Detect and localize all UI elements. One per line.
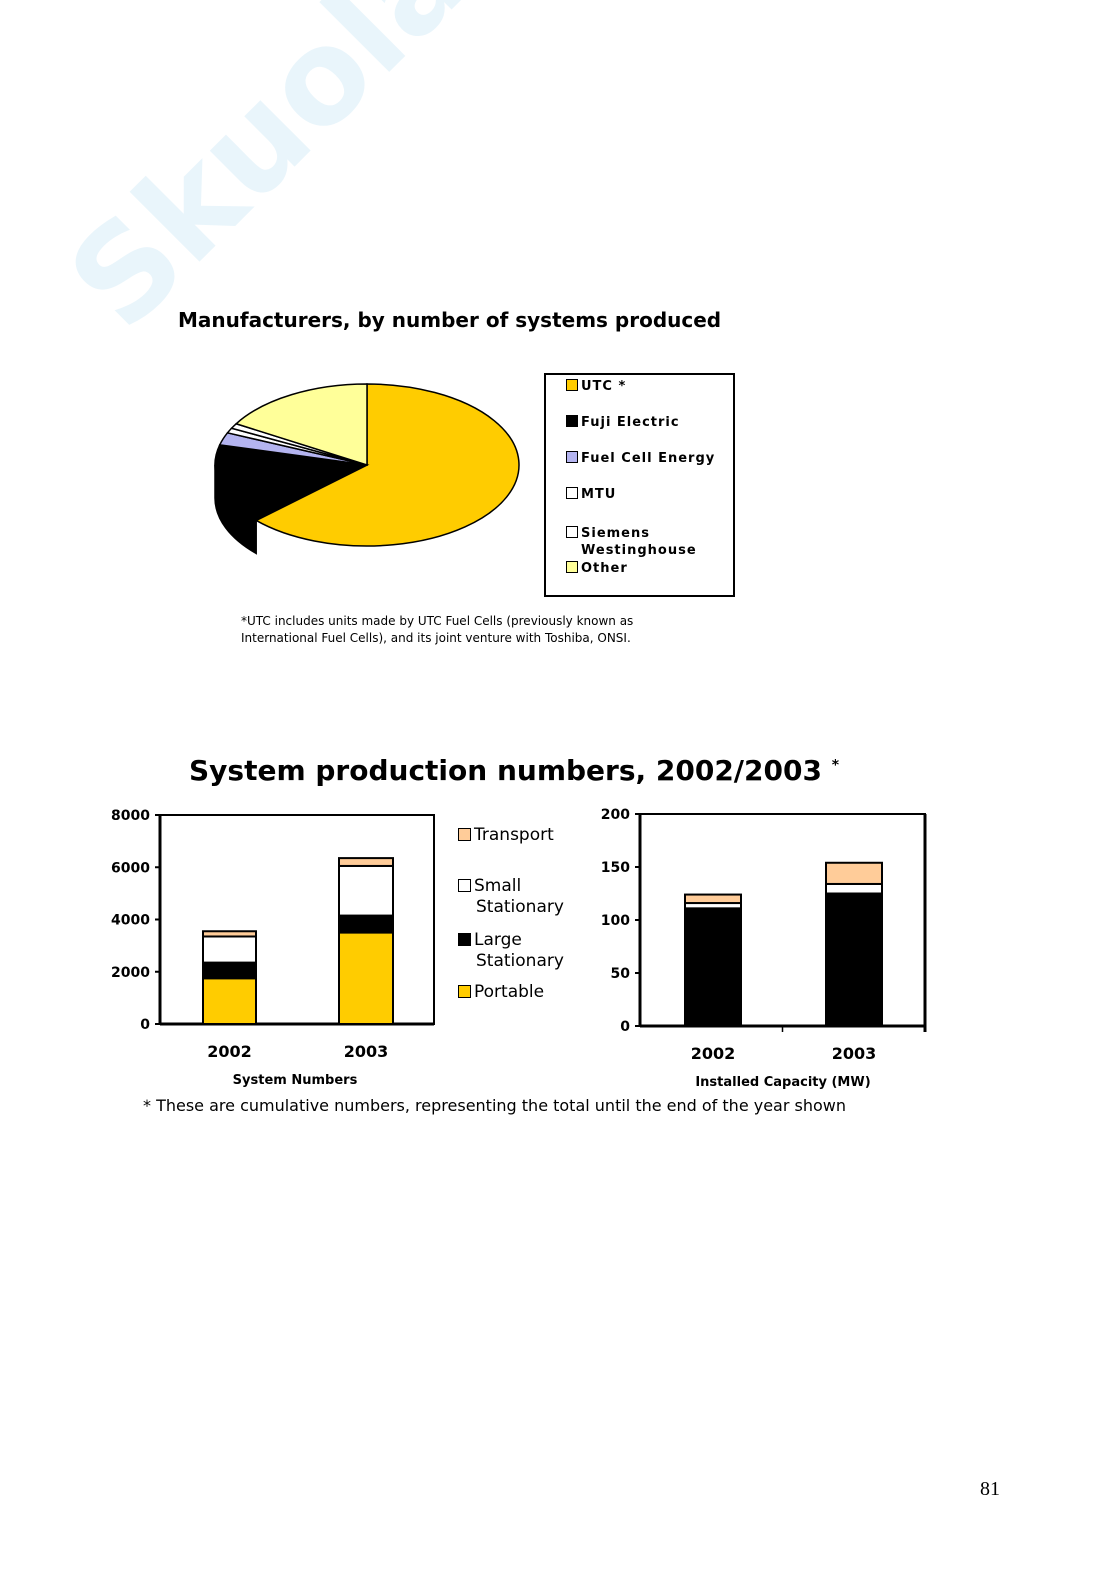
- legend-label: Large: [474, 930, 522, 950]
- legend-item-transport: Transport: [458, 825, 554, 846]
- pie-footnote: *UTC includes units made by UTC Fuel Cel…: [241, 613, 633, 647]
- pie-slice-other: [234, 383, 368, 467]
- legend-item-small: Small Stationary: [458, 876, 564, 918]
- legend-item-other: Other: [566, 561, 628, 576]
- bar-segment-transport-2003: [338, 857, 394, 867]
- title-footnote-mark: *: [831, 757, 840, 774]
- bar-segment-small-stationary-2003: [825, 882, 883, 895]
- legend-item-fce: Fuel Cell Energy: [566, 451, 715, 466]
- legend-swatch: [566, 526, 578, 538]
- y-tick-label: 2000: [111, 965, 150, 981]
- legend-swatch: [458, 879, 471, 892]
- legend-label: Siemens: [581, 526, 650, 541]
- x-tick-label: 2002: [207, 1042, 252, 1061]
- legend-swatch: [566, 379, 578, 391]
- legend-label: MTU: [581, 487, 617, 502]
- legend-label: Other: [581, 561, 628, 576]
- legend-swatch: [566, 451, 578, 463]
- legend-label: UTC *: [581, 379, 627, 394]
- y-tick-label: 6000: [111, 860, 150, 876]
- y-tick-label: 4000: [111, 913, 150, 929]
- legend-label: Transport: [474, 825, 554, 845]
- legend-swatch: [566, 415, 578, 427]
- pie-chart: [214, 383, 520, 555]
- bar-segment-small-stationary-2003: [338, 864, 394, 917]
- bar-segment-portable-2002: [202, 977, 257, 1025]
- x-tick-label: 2003: [832, 1044, 877, 1063]
- x-tick-label: 2002: [691, 1044, 736, 1063]
- bar-footnote: * These are cumulative numbers, represen…: [143, 1096, 847, 1115]
- legend-label: Fuji Electric: [581, 415, 680, 430]
- x-axis-label: System Numbers: [233, 1073, 358, 1088]
- legend-swatch: [458, 985, 471, 998]
- legend-item-fuji: Fuji Electric: [566, 415, 680, 430]
- y-tick-label: 50: [611, 966, 631, 982]
- bar-segment-large-stationary-2002: [684, 907, 742, 1027]
- bar-segment-large-stationary-2003: [825, 892, 883, 1027]
- y-tick-label: 8000: [111, 808, 150, 824]
- x-axis-label: Installed Capacity (MW): [695, 1075, 870, 1090]
- legend-item-portable: Portable: [458, 982, 544, 1003]
- legend-item-large: Large Stationary: [458, 930, 564, 972]
- footnote-line: *UTC includes units made by UTC Fuel Cel…: [241, 614, 634, 628]
- legend-label: Stationary: [476, 951, 564, 971]
- pie-slice-utc: [254, 383, 520, 547]
- y-tick-label: 150: [601, 860, 630, 876]
- bar-segment-large-stationary-2003: [338, 914, 394, 934]
- bar-segment-small-stationary-2002: [202, 935, 257, 964]
- bar-segment-transport-2002: [202, 930, 257, 938]
- pie-slice-fuji-electric: [214, 444, 370, 522]
- bar-segment-transport-2003: [825, 861, 883, 885]
- pie-legend: UTC * Fuji Electric Fuel Cell Energy MTU…: [544, 373, 735, 597]
- legend-item-utc: UTC *: [566, 379, 626, 394]
- legend-item-mtu: MTU: [566, 487, 616, 502]
- footnote-line: International Fuel Cells), and its joint…: [241, 631, 631, 645]
- bar-segment-large-stationary-2002: [202, 961, 257, 980]
- x-tick-label: 2003: [344, 1042, 389, 1061]
- legend-label: Westinghouse: [581, 543, 697, 558]
- bar-title-text: System production numbers, 2002/2003: [189, 754, 822, 787]
- y-tick-label: 0: [140, 1017, 150, 1033]
- bar-title: System production numbers, 2002/2003 *: [189, 754, 839, 787]
- pie-title: Manufacturers, by number of systems prod…: [178, 308, 722, 332]
- page-number: 81: [980, 1478, 1000, 1500]
- bar-segment-transport-2002: [684, 893, 742, 905]
- bar-charts: 0 2000 4000 6000 8000 2002 2003 System Numbers 0…: [111, 807, 927, 1090]
- y-tick-label: 100: [601, 913, 630, 929]
- legend-label: Small: [474, 876, 522, 896]
- y-tick-label: 0: [620, 1019, 630, 1035]
- legend-swatch: [458, 933, 471, 946]
- legend-label: Portable: [474, 982, 545, 1002]
- y-tick-label: 200: [601, 807, 630, 823]
- bar-segment-portable-2003: [338, 931, 394, 1025]
- legend-item-siemens: Siemens Westinghouse: [566, 525, 697, 559]
- legend-swatch: [566, 561, 578, 573]
- legend-label: Stationary: [476, 897, 564, 917]
- legend-label: Fuel Cell Energy: [581, 451, 716, 466]
- legend-swatch: [458, 828, 471, 841]
- legend-swatch: [566, 487, 578, 499]
